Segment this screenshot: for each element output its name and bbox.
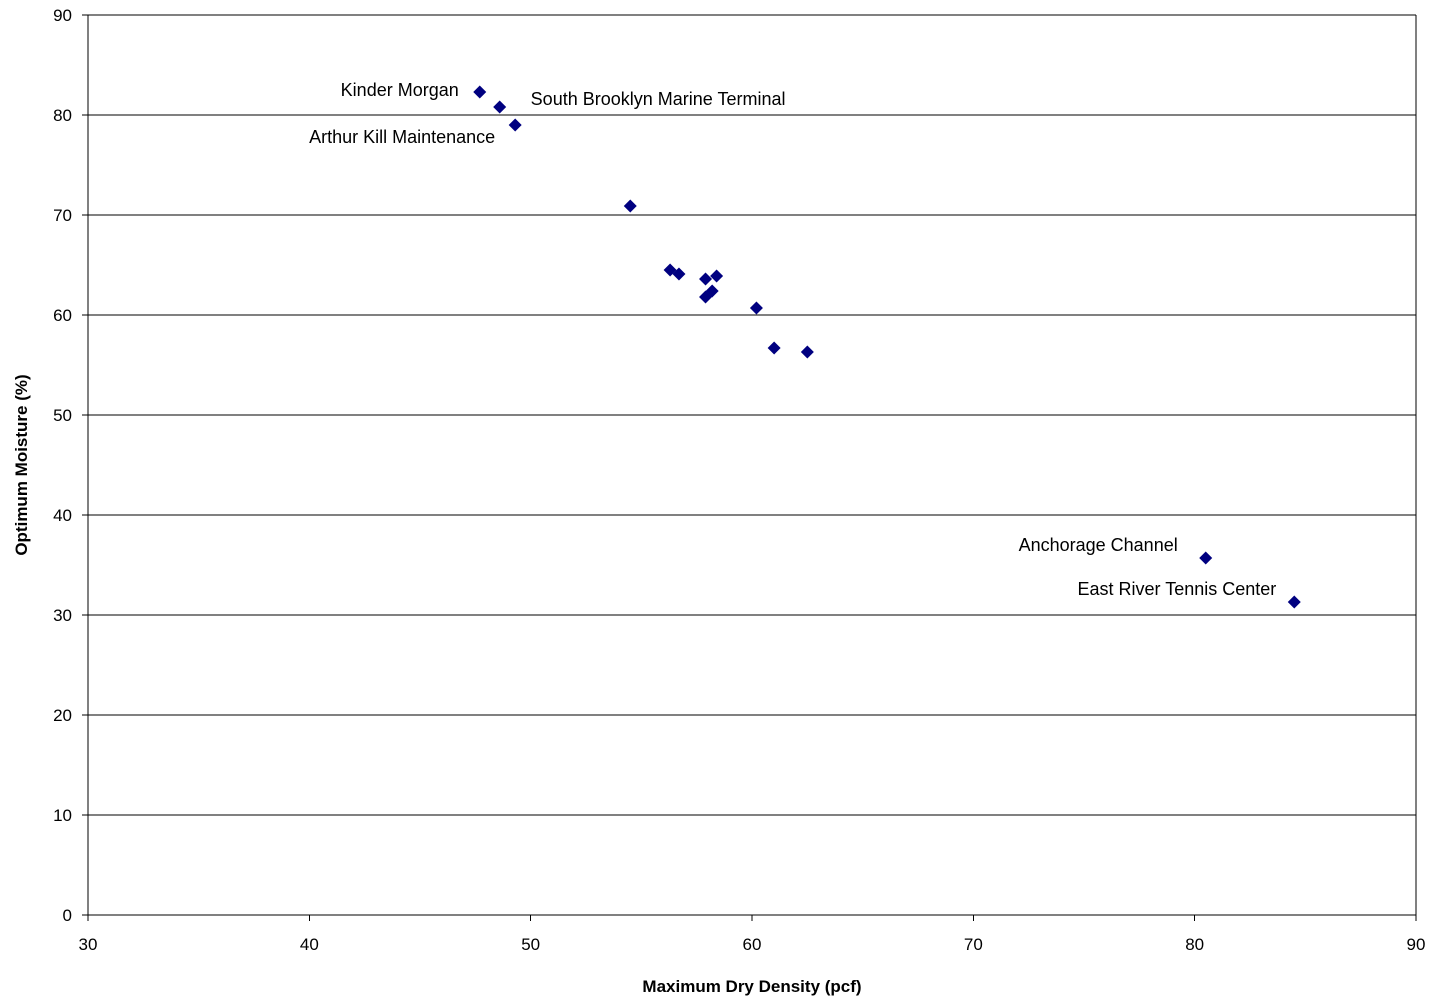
- data-point-diamond: [699, 272, 713, 286]
- data-point-diamond: [473, 85, 487, 99]
- data-point-diamond: [1199, 551, 1213, 565]
- x-tick-label: 90: [1407, 935, 1426, 954]
- data-point-diamond: [710, 269, 724, 283]
- point-label: Anchorage Channel: [1019, 535, 1178, 555]
- data-point-diamond: [749, 301, 763, 315]
- y-tick-label: 50: [53, 406, 72, 425]
- y-tick-labels: 0 10 20 30 40 50 60 70 80 90: [53, 6, 72, 925]
- point-label: Kinder Morgan: [341, 80, 459, 100]
- y-tick-label: 70: [53, 206, 72, 225]
- data-point-diamond: [1287, 595, 1301, 609]
- data-point-diamond: [493, 100, 507, 114]
- axes: [82, 14, 1417, 921]
- y-tick-label: 60: [53, 306, 72, 325]
- point-label: Arthur Kill Maintenance: [309, 127, 495, 147]
- data-point-diamond: [508, 118, 522, 132]
- x-tick-label: 60: [743, 935, 762, 954]
- y-tick-label: 80: [53, 106, 72, 125]
- data-points: [473, 85, 1301, 609]
- y-axis-title: Optimum Moisture (%): [12, 374, 31, 555]
- gridlines: [88, 14, 1416, 816]
- x-tick-label: 40: [300, 935, 319, 954]
- data-point-diamond: [672, 267, 686, 281]
- data-point-diamond: [623, 199, 637, 213]
- point-label: South Brooklyn Marine Terminal: [531, 89, 786, 109]
- y-tick-label: 40: [53, 506, 72, 525]
- y-tick-label: 0: [63, 906, 72, 925]
- x-tick-labels: 30 40 50 60 70 80 90: [79, 935, 1426, 954]
- y-tick-label: 20: [53, 706, 72, 725]
- y-tick-label: 10: [53, 806, 72, 825]
- y-tick-label: 30: [53, 606, 72, 625]
- y-tick-label: 90: [53, 6, 72, 25]
- data-point-diamond: [705, 284, 719, 298]
- point-label: East River Tennis Center: [1078, 579, 1277, 599]
- data-point-diamond: [767, 341, 781, 355]
- x-axis-title: Maximum Dry Density (pcf): [642, 977, 861, 996]
- point-labels: Kinder Morgan South Brooklyn Marine Termi…: [309, 80, 1276, 599]
- x-tick-label: 50: [521, 935, 540, 954]
- x-tick-label: 70: [964, 935, 983, 954]
- x-tick-label: 30: [79, 935, 98, 954]
- data-point-diamond: [800, 345, 814, 359]
- x-tick-label: 80: [1185, 935, 1204, 954]
